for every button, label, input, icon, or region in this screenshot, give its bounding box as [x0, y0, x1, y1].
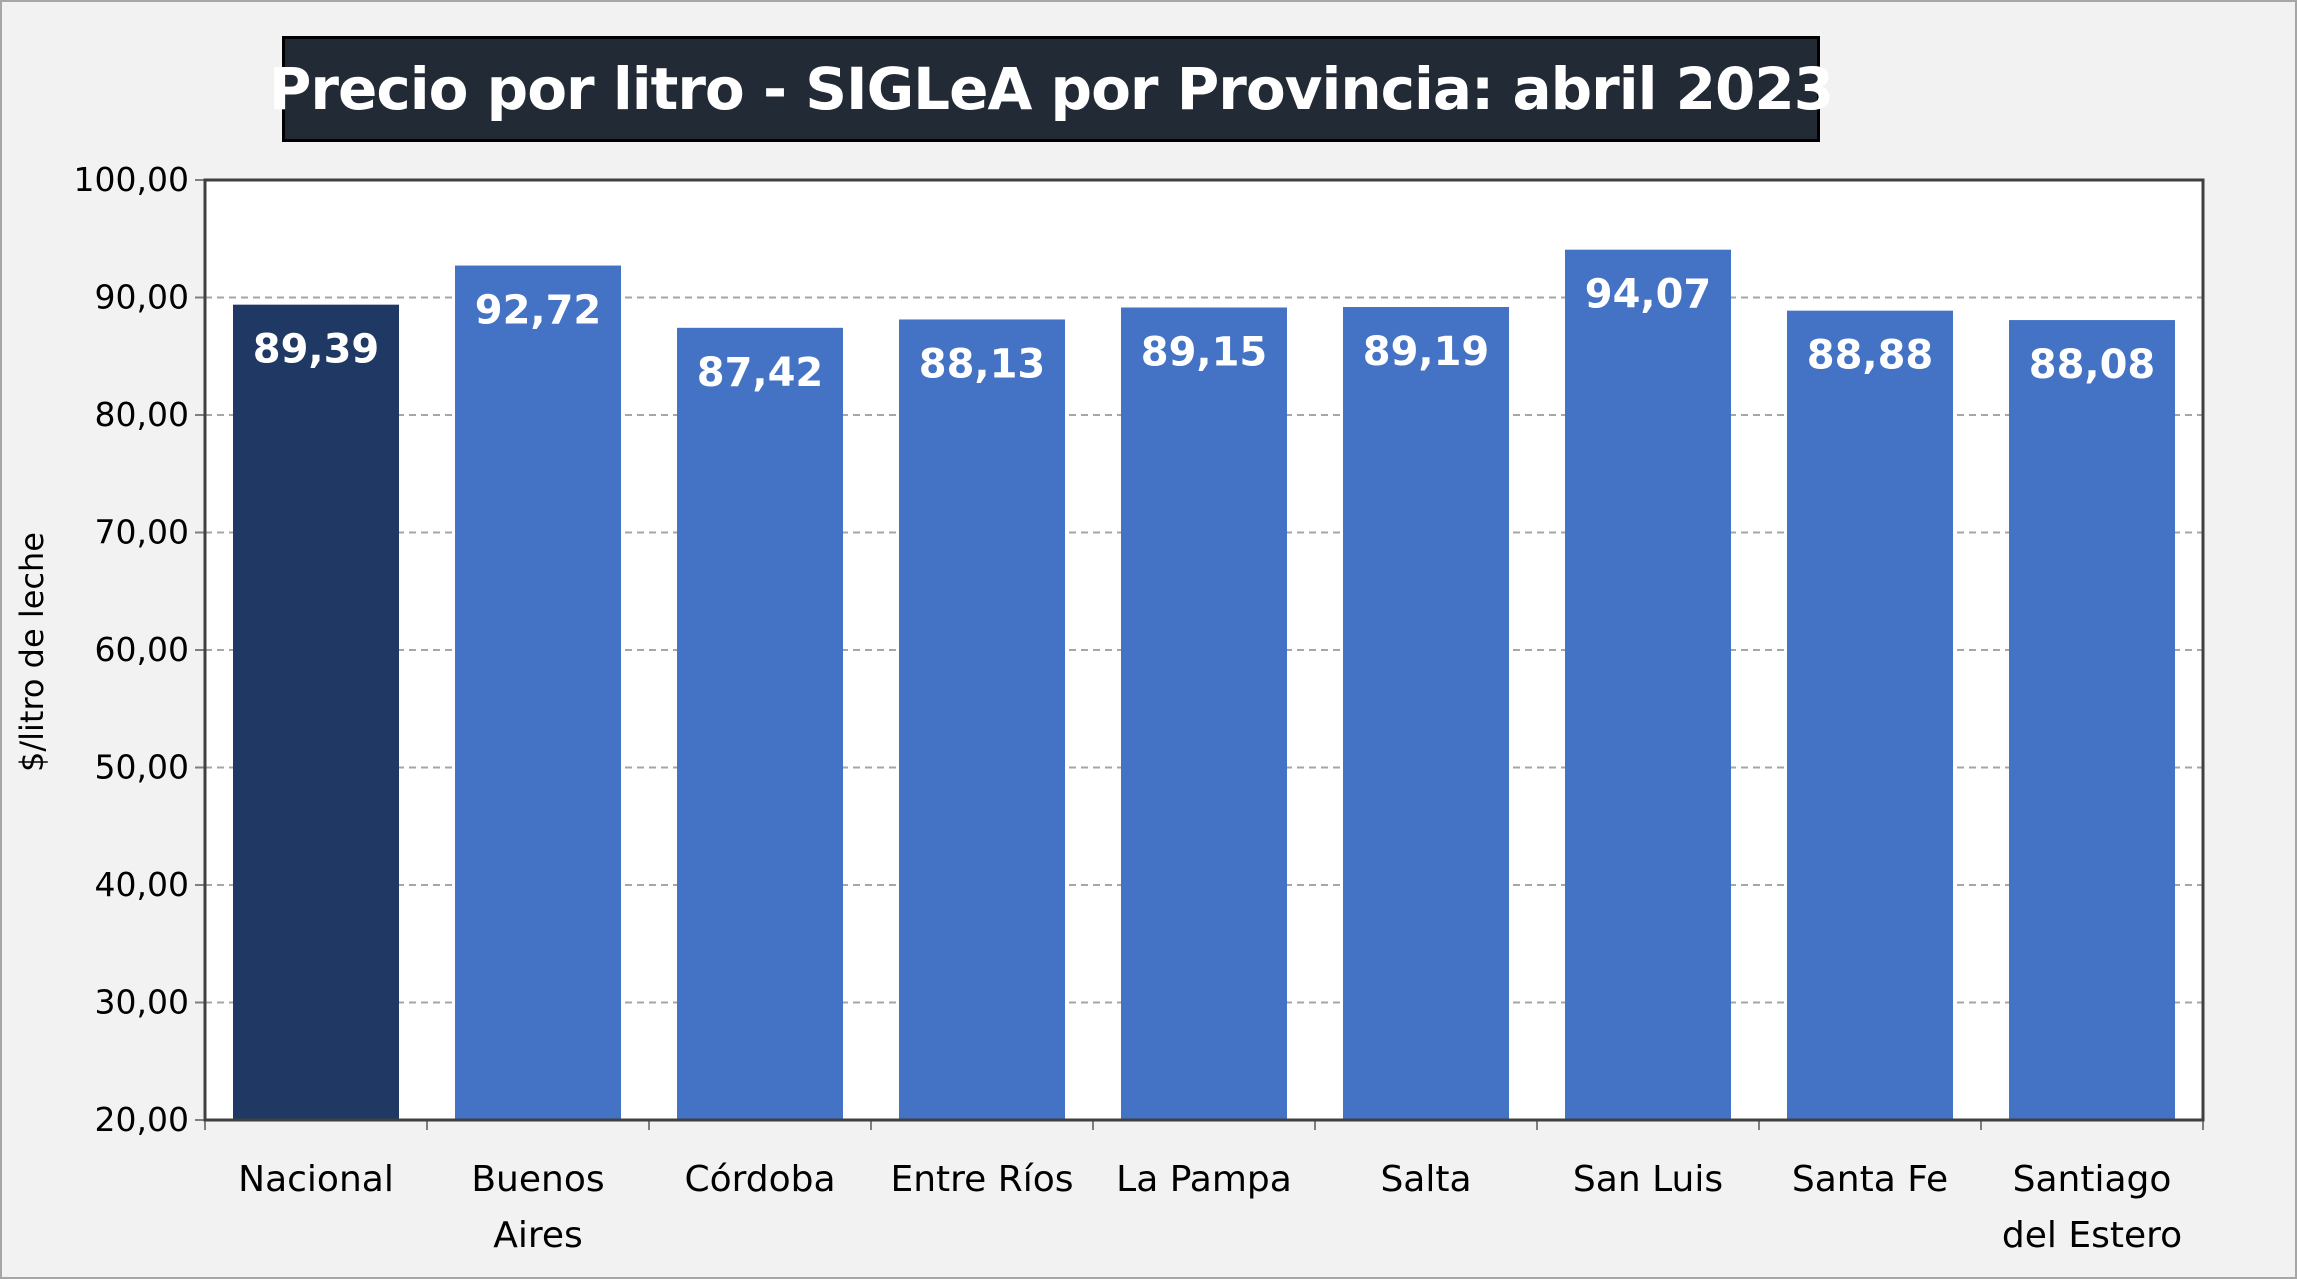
- data-label: 87,42: [697, 350, 824, 396]
- y-tick-label: 60,00: [95, 630, 189, 669]
- data-label: 89,19: [1363, 329, 1490, 375]
- data-label: 89,15: [1141, 329, 1268, 375]
- bar: [455, 265, 621, 1120]
- category-label: La Pampa: [1116, 1159, 1292, 1200]
- data-label: 88,88: [1807, 333, 1934, 379]
- category-label: del Estero: [2002, 1215, 2182, 1256]
- category-label: Santiago: [2013, 1159, 2172, 1200]
- y-tick-label: 100,00: [74, 160, 189, 199]
- category-label: Salta: [1380, 1159, 1471, 1200]
- y-tick-label: 20,00: [95, 1100, 189, 1139]
- y-tick-label: 70,00: [95, 513, 189, 552]
- category-label: Córdoba: [684, 1159, 835, 1200]
- chart-title: Precio por litro - SIGLeA por Provincia:…: [268, 55, 1834, 123]
- y-tick-label: 80,00: [95, 395, 189, 434]
- bar: [1343, 307, 1509, 1121]
- category-label: Entre Ríos: [890, 1159, 1073, 1200]
- category-label: San Luis: [1573, 1159, 1723, 1200]
- y-tick-label: 50,00: [95, 748, 189, 787]
- data-label: 92,72: [475, 288, 602, 334]
- data-label: 88,13: [919, 341, 1046, 387]
- bar: [1121, 307, 1287, 1120]
- bar: [2009, 320, 2175, 1120]
- category-label: Buenos: [471, 1159, 604, 1200]
- category-label: Aires: [493, 1215, 583, 1256]
- data-label: 89,39: [253, 327, 380, 373]
- y-tick-label: 40,00: [95, 865, 189, 904]
- bar: [1787, 310, 1953, 1120]
- bar: [233, 304, 399, 1121]
- bar: [899, 319, 1065, 1120]
- data-label: 88,08: [2029, 342, 2156, 388]
- bar: [1565, 249, 1731, 1121]
- data-label: 94,07: [1585, 272, 1712, 318]
- y-tick-label: 30,00: [95, 983, 189, 1022]
- y-tick-label: 90,00: [95, 278, 189, 317]
- plot-border: [203, 178, 2205, 1122]
- chart-title-box: Precio por litro - SIGLeA por Provincia:…: [269, 36, 1834, 142]
- category-label: Nacional: [238, 1159, 394, 1200]
- category-label: Santa Fe: [1792, 1159, 1948, 1200]
- bar: [677, 327, 843, 1120]
